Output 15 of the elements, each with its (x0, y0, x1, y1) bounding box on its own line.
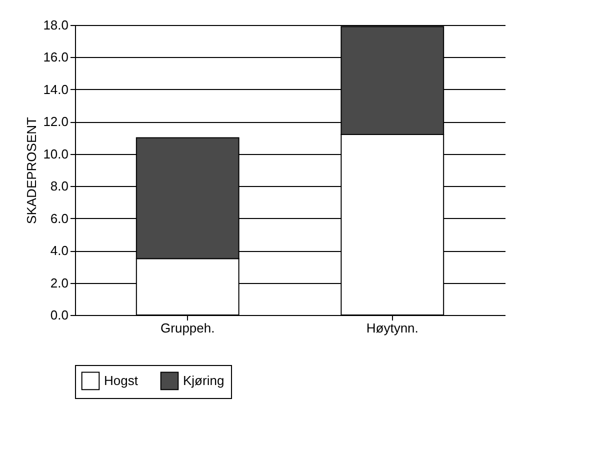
y-tick-label: 4.0 (50, 243, 68, 258)
x-tick-label: Høytynn. (366, 320, 418, 336)
y-tick-label: 8.0 (50, 178, 68, 194)
legend-label: Kjøring (183, 372, 224, 388)
x-tick-label: Gruppeh. (160, 320, 215, 336)
y-axis-title: SKADEPROSENT (24, 116, 40, 224)
y-tick-label: 12.0 (43, 114, 68, 130)
y-tick-label: 16.0 (43, 50, 68, 65)
legend-label: Hogst (104, 372, 138, 388)
y-tick-label: 2.0 (50, 275, 68, 290)
y-tick-label: 14.0 (43, 82, 68, 97)
y-tick-label: 6.0 (50, 210, 68, 226)
y-tick-label: 18.0 (43, 18, 68, 32)
y-tick-label: 10.0 (43, 146, 68, 162)
y-tick-label: 0.0 (50, 308, 68, 322)
